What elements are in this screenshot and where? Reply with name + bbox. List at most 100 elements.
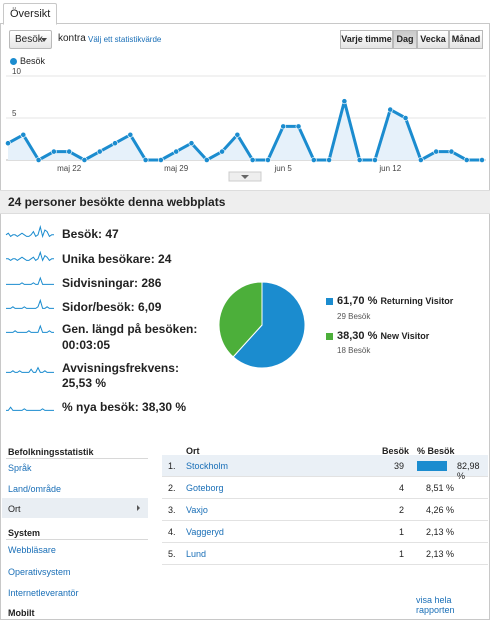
data-point[interactable] [173, 148, 180, 155]
y-tick-label: 5 [12, 109, 17, 118]
sparkline-path [5, 224, 54, 239]
row-rank: 1. [168, 461, 176, 471]
data-point[interactable] [448, 148, 455, 155]
series-legend-dot [10, 58, 17, 65]
data-point[interactable] [112, 140, 118, 147]
chevron-down-icon [41, 38, 47, 42]
summary-title: 24 personer besökte denna webbplats [8, 195, 226, 209]
system-heading: System [8, 528, 41, 538]
table-row[interactable]: 3. Vaxjo 2 4,26 % [162, 499, 488, 521]
row-city-link[interactable]: Lund [186, 549, 207, 559]
row-pct: 8,51 % [426, 483, 455, 493]
nav-item-isp[interactable]: Internetleverantör [8, 588, 79, 598]
nav-item-city-selected[interactable] [2, 498, 148, 518]
row-city-link[interactable]: Goteborg [186, 483, 224, 493]
returning-legend: 61,70 % Returning Visitor [337, 295, 453, 307]
nav-item-country[interactable]: Land/område [8, 484, 62, 494]
granularity-day-button[interactable]: Dag [393, 30, 417, 49]
nav-item-os[interactable]: Operativsystem [8, 567, 71, 577]
nav-item-language[interactable]: Språk [8, 463, 32, 473]
data-point[interactable] [341, 98, 348, 105]
data-point[interactable] [310, 157, 317, 163]
data-point[interactable] [265, 157, 271, 163]
data-point[interactable] [249, 157, 256, 163]
data-point[interactable] [20, 131, 27, 138]
metric-pages-per-visit: Sidor/besök: 6,09 [62, 300, 162, 314]
data-point[interactable] [433, 148, 440, 155]
sparkline-path [6, 366, 54, 373]
returning-legend-swatch [326, 298, 333, 305]
data-point[interactable] [219, 148, 225, 155]
x-tick-label: maj 22 [57, 164, 82, 173]
data-point[interactable] [387, 106, 394, 113]
data-point[interactable] [295, 123, 302, 130]
row-visits: 1 [398, 527, 404, 537]
chevron-down-icon [241, 175, 249, 179]
sparkline [6, 298, 54, 309]
data-point[interactable] [479, 157, 485, 163]
data-point[interactable] [372, 157, 378, 163]
data-point[interactable] [81, 157, 88, 163]
table-row[interactable]: 4. Vaggeryd 1 2,13 % [162, 521, 488, 543]
data-point[interactable] [127, 131, 134, 138]
row-pct: 2,13 % [426, 549, 455, 559]
data-point[interactable] [158, 157, 164, 163]
nav-item-browser[interactable]: Webbläsare [8, 545, 56, 555]
row-rank: 5. [168, 549, 176, 559]
row-city-link[interactable]: Stockholm [186, 461, 229, 471]
data-point[interactable] [203, 157, 210, 163]
data-point[interactable] [5, 140, 11, 147]
col-header-city: Ort [186, 446, 200, 456]
chevron-right-icon [137, 505, 140, 511]
x-tick-label: jun 12 [378, 164, 401, 173]
data-point[interactable] [96, 148, 103, 155]
nav-item-city-label: Ort [8, 504, 21, 514]
returning-visits: 29 Besök [337, 312, 371, 321]
data-point[interactable] [66, 148, 73, 155]
tab-overview[interactable]: Översikt [3, 3, 58, 25]
pie-slice-new[interactable] [218, 281, 263, 358]
data-point[interactable] [50, 148, 57, 155]
row-pct: 82,98 % [457, 461, 480, 481]
metric-select-value: Besök [15, 34, 43, 45]
sparkline [6, 250, 54, 262]
row-city-link[interactable]: Vaxjo [186, 505, 208, 515]
row-pct: 2,13 % [426, 527, 455, 537]
data-point[interactable] [35, 157, 42, 163]
metric-avg-duration-label: Gen. längd på besöken: [62, 322, 198, 336]
data-point[interactable] [234, 131, 241, 138]
data-point[interactable] [326, 157, 332, 163]
data-point[interactable] [356, 157, 363, 163]
pick-metric-link[interactable]: Välj ett statistikvärde [88, 35, 162, 44]
metric-visits: Besök: 47 [62, 227, 119, 241]
granularity-hour-button[interactable]: Varje timme [340, 30, 393, 49]
table-row[interactable]: 2. Goteborg 4 8,51 % [162, 477, 488, 499]
col-header-visits: Besök [382, 446, 410, 456]
data-point[interactable] [463, 157, 470, 163]
sparkline-path [6, 250, 54, 262]
pie-slice-returning[interactable] [232, 281, 306, 369]
series-legend-label: Besök [20, 56, 46, 66]
tab-bar: Översikt [0, 0, 490, 25]
row-rank: 4. [168, 527, 176, 537]
col-header-pct: % Besök [417, 446, 455, 456]
view-full-report-link[interactable]: visa hela rapporten [416, 595, 455, 615]
metric-bounce-rate-value: 25,53 % [62, 376, 107, 390]
table-row[interactable]: 5. Lund 1 2,13 % [162, 543, 488, 565]
data-point[interactable] [417, 157, 424, 163]
data-point[interactable] [188, 140, 195, 147]
data-point[interactable] [142, 157, 149, 163]
row-city-link[interactable]: Vaggeryd [186, 527, 224, 537]
versus-label: kontra [58, 33, 86, 44]
metric-bounce-rate-label: Avvisningsfrekvens: [62, 361, 179, 375]
data-point[interactable] [402, 115, 409, 121]
granularity-month-button[interactable]: Månad [449, 30, 483, 49]
table-row[interactable]: 1. Stockholm 39 82,98 % [162, 455, 488, 481]
divider [6, 539, 148, 540]
metric-pageviews: Sidvisningar: 286 [62, 276, 162, 290]
metric-select[interactable]: Besök [9, 30, 52, 49]
row-rank: 2. [168, 483, 176, 493]
granularity-week-button[interactable]: Vecka [417, 30, 449, 49]
data-point[interactable] [280, 123, 287, 130]
